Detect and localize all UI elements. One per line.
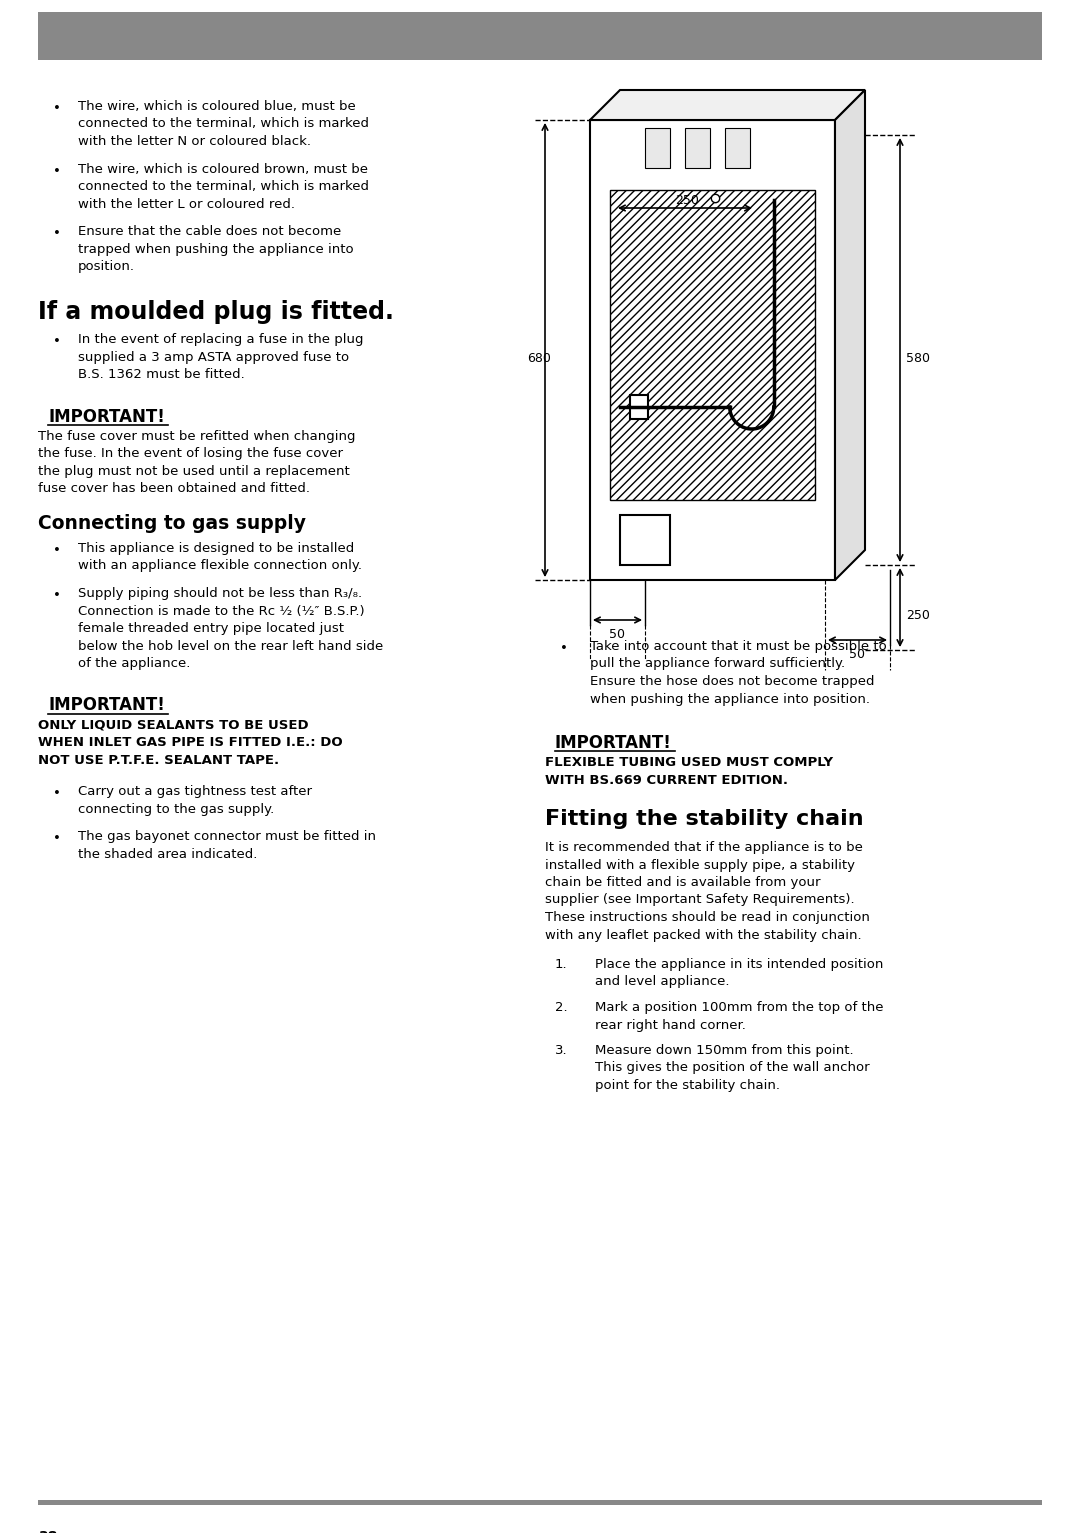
- Text: chain be fitted and is available from your: chain be fitted and is available from yo…: [545, 875, 821, 889]
- Text: Supply piping should not be less than R₃/₈.: Supply piping should not be less than R₃…: [78, 587, 362, 599]
- Text: The gas bayonet connector must be fitted in: The gas bayonet connector must be fitted…: [78, 829, 376, 843]
- Text: •: •: [53, 227, 60, 241]
- Text: •: •: [53, 336, 60, 348]
- Text: the plug must not be used until a replacement: the plug must not be used until a replac…: [38, 464, 350, 478]
- Text: Ensure the hose does not become trapped: Ensure the hose does not become trapped: [590, 675, 875, 688]
- Text: 2.: 2.: [555, 1001, 568, 1013]
- Bar: [38, 1499, 1042, 1505]
- Text: when pushing the appliance into position.: when pushing the appliance into position…: [590, 693, 870, 705]
- Text: •: •: [53, 164, 60, 178]
- Bar: [630, 396, 648, 419]
- Text: the fuse. In the event of losing the fuse cover: the fuse. In the event of losing the fus…: [38, 448, 343, 460]
- Text: 1.: 1.: [555, 958, 568, 970]
- Text: 50: 50: [609, 629, 625, 641]
- Bar: [38, 12, 1042, 60]
- Text: installed with a flexible supply pipe, a stability: installed with a flexible supply pipe, a…: [545, 858, 855, 871]
- Text: 38: 38: [38, 1530, 57, 1533]
- Text: Fitting the stability chain: Fitting the stability chain: [545, 809, 864, 829]
- Text: •: •: [53, 589, 60, 602]
- Text: IMPORTANT!: IMPORTANT!: [555, 734, 672, 753]
- Text: These instructions should be read in conjunction: These instructions should be read in con…: [545, 911, 869, 924]
- Text: B.S. 1362 must be fitted.: B.S. 1362 must be fitted.: [78, 368, 245, 382]
- Bar: [645, 127, 670, 169]
- Text: 680: 680: [527, 351, 551, 365]
- Text: with the letter L or coloured red.: with the letter L or coloured red.: [78, 198, 295, 210]
- Text: •: •: [561, 642, 568, 655]
- Polygon shape: [835, 90, 865, 579]
- Text: FLEXIBLE TUBING USED MUST COMPLY: FLEXIBLE TUBING USED MUST COMPLY: [545, 756, 833, 770]
- Text: 50: 50: [850, 648, 865, 661]
- Text: and level appliance.: and level appliance.: [595, 975, 729, 989]
- Bar: [725, 127, 750, 169]
- Bar: [590, 120, 835, 579]
- Text: position.: position.: [78, 261, 135, 273]
- Text: Place the appliance in its intended position: Place the appliance in its intended posi…: [595, 958, 883, 970]
- Text: •: •: [53, 786, 60, 800]
- Text: This gives the position of the wall anchor: This gives the position of the wall anch…: [595, 1061, 869, 1075]
- Text: •: •: [53, 103, 60, 115]
- Polygon shape: [590, 90, 865, 120]
- Bar: [685, 127, 710, 169]
- Text: with any leaflet packed with the stability chain.: with any leaflet packed with the stabili…: [545, 929, 862, 941]
- Text: with the letter N or coloured black.: with the letter N or coloured black.: [78, 135, 311, 149]
- Text: of the appliance.: of the appliance.: [78, 658, 190, 670]
- Text: with an appliance flexible connection only.: with an appliance flexible connection on…: [78, 560, 362, 572]
- Text: It is recommended that if the appliance is to be: It is recommended that if the appliance …: [545, 842, 863, 854]
- Text: Ensure that the cable does not become: Ensure that the cable does not become: [78, 225, 341, 238]
- Text: connected to the terminal, which is marked: connected to the terminal, which is mark…: [78, 118, 369, 130]
- Text: connected to the terminal, which is marked: connected to the terminal, which is mark…: [78, 179, 369, 193]
- Text: •: •: [53, 544, 60, 556]
- Text: pull the appliance forward sufficiently.: pull the appliance forward sufficiently.: [590, 658, 846, 670]
- Text: 250: 250: [906, 609, 930, 622]
- Text: connecting to the gas supply.: connecting to the gas supply.: [78, 802, 274, 816]
- Text: point for the stability chain.: point for the stability chain.: [595, 1079, 780, 1091]
- Text: IMPORTANT!: IMPORTANT!: [48, 408, 165, 426]
- Text: 3.: 3.: [555, 1044, 568, 1056]
- Text: Measure down 150mm from this point.: Measure down 150mm from this point.: [595, 1044, 853, 1056]
- Text: fuse cover has been obtained and fitted.: fuse cover has been obtained and fitted.: [38, 483, 310, 495]
- Text: Take into account that it must be possible to: Take into account that it must be possib…: [590, 639, 887, 653]
- Text: 250: 250: [675, 195, 699, 207]
- Bar: [610, 190, 815, 500]
- Text: ONLY LIQUID SEALANTS TO BE USED: ONLY LIQUID SEALANTS TO BE USED: [38, 719, 309, 731]
- Text: WHEN INLET GAS PIPE IS FITTED I.E.: DO: WHEN INLET GAS PIPE IS FITTED I.E.: DO: [38, 736, 342, 750]
- Text: This appliance is designed to be installed: This appliance is designed to be install…: [78, 543, 354, 555]
- Text: NOT USE P.T.F.E. SEALANT TAPE.: NOT USE P.T.F.E. SEALANT TAPE.: [38, 754, 279, 766]
- Text: trapped when pushing the appliance into: trapped when pushing the appliance into: [78, 242, 353, 256]
- Text: •: •: [53, 832, 60, 845]
- Text: 580: 580: [906, 351, 930, 365]
- Text: below the hob level on the rear left hand side: below the hob level on the rear left han…: [78, 639, 383, 653]
- Text: rear right hand corner.: rear right hand corner.: [595, 1018, 746, 1032]
- Text: the shaded area indicated.: the shaded area indicated.: [78, 848, 257, 860]
- Text: If a moulded plug is fitted.: If a moulded plug is fitted.: [38, 299, 394, 323]
- Text: supplier (see Important Safety Requirements).: supplier (see Important Safety Requireme…: [545, 894, 854, 906]
- Text: female threaded entry pipe located just: female threaded entry pipe located just: [78, 622, 345, 635]
- Text: The wire, which is coloured blue, must be: The wire, which is coloured blue, must b…: [78, 100, 355, 113]
- Text: In the event of replacing a fuse in the plug: In the event of replacing a fuse in the …: [78, 334, 364, 346]
- Bar: [620, 515, 670, 566]
- Text: Connecting to gas supply: Connecting to gas supply: [38, 514, 306, 533]
- Text: Carry out a gas tightness test after: Carry out a gas tightness test after: [78, 785, 312, 799]
- Text: The fuse cover must be refitted when changing: The fuse cover must be refitted when cha…: [38, 429, 355, 443]
- Text: Connection is made to the Rc ½ (½″ B.S.P.): Connection is made to the Rc ½ (½″ B.S.P…: [78, 604, 365, 618]
- Text: supplied a 3 amp ASTA approved fuse to: supplied a 3 amp ASTA approved fuse to: [78, 351, 349, 363]
- Text: Mark a position 100mm from the top of the: Mark a position 100mm from the top of th…: [595, 1001, 883, 1013]
- Text: WITH BS.669 CURRENT EDITION.: WITH BS.669 CURRENT EDITION.: [545, 774, 788, 786]
- Text: The wire, which is coloured brown, must be: The wire, which is coloured brown, must …: [78, 162, 368, 175]
- Text: IMPORTANT!: IMPORTANT!: [48, 696, 165, 714]
